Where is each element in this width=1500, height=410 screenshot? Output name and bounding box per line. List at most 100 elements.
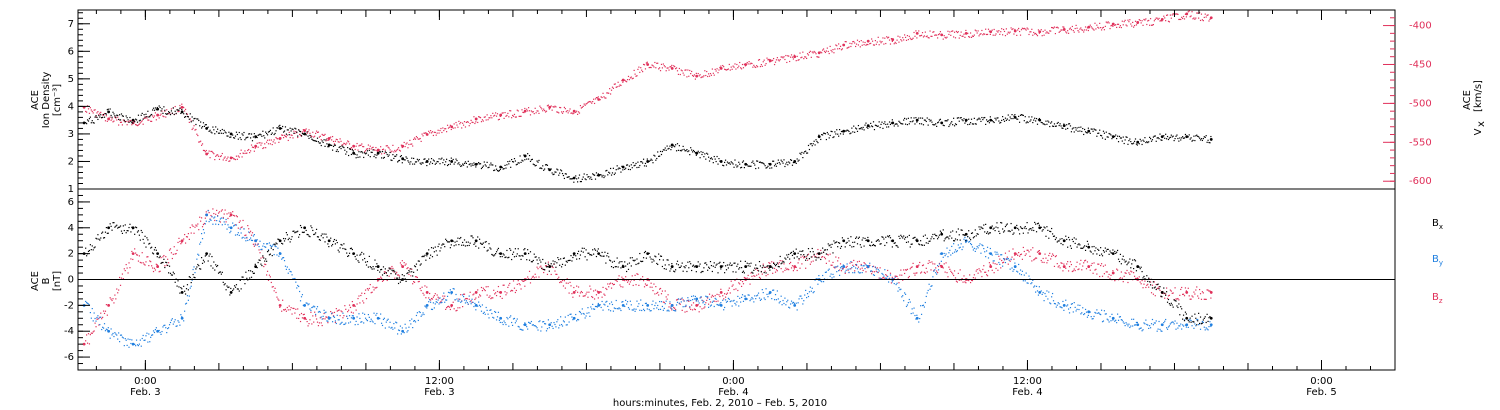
sample-by [274, 245, 276, 247]
sample-vx [855, 45, 857, 48]
sample-vx [890, 38, 893, 40]
sample-bx [166, 262, 168, 264]
sample-vx [568, 110, 570, 112]
sample-density [1044, 124, 1046, 126]
sample-by [495, 311, 497, 313]
sample-density [1191, 140, 1193, 142]
sample-by [1201, 320, 1204, 323]
sample-density [878, 121, 880, 123]
sample-density [854, 131, 856, 133]
sample-density [642, 162, 644, 164]
sample-by [682, 306, 684, 308]
sample-by [257, 243, 259, 245]
sample-density [439, 163, 441, 165]
sample-vx [418, 138, 420, 140]
sample-density [560, 170, 563, 172]
sample-density [429, 161, 432, 163]
sample-bz [297, 308, 299, 310]
sample-by [619, 308, 621, 310]
sample-density [1024, 116, 1026, 118]
sample-bz [380, 277, 383, 279]
data-point-bx [523, 252, 527, 256]
sample-vx [1188, 10, 1190, 12]
sample-bz [150, 261, 152, 263]
sample-vx [852, 41, 854, 43]
sample-bz [441, 299, 443, 301]
sample-bz [1027, 249, 1029, 251]
sample-vx [397, 147, 400, 149]
sample-density [106, 109, 108, 111]
sample-bz [635, 284, 637, 286]
sample-vx [268, 139, 271, 141]
sample-vx [1196, 12, 1198, 14]
sample-density [692, 149, 695, 152]
sample-density [120, 113, 123, 115]
sample-vx [827, 50, 829, 53]
sample-density [627, 168, 630, 171]
sample-by [660, 301, 663, 303]
sample-by [906, 304, 909, 306]
sample-bx [224, 283, 226, 285]
sample-bz [847, 269, 849, 271]
sample-by [994, 251, 996, 253]
sample-vx [266, 141, 268, 143]
sample-density [857, 124, 860, 127]
sample-bz [657, 291, 659, 293]
sample-by [708, 298, 711, 301]
sample-bz [975, 270, 977, 272]
sample-vx [1067, 32, 1070, 34]
sample-bz [315, 315, 317, 317]
sample-by [338, 319, 340, 321]
sample-density [1011, 114, 1013, 116]
sample-bz [572, 296, 574, 298]
sample-vx [813, 50, 815, 53]
sample-by [345, 322, 347, 324]
sample-bz [269, 276, 271, 278]
sample-by [1125, 322, 1127, 324]
sample-vx [691, 70, 693, 73]
sample-vx [1190, 15, 1192, 17]
sample-by [263, 243, 265, 245]
sample-vx [1135, 24, 1138, 26]
sample-bz [230, 212, 232, 214]
sample-by [860, 264, 862, 267]
sample-bz [1063, 263, 1065, 265]
sample-bz [948, 266, 950, 268]
sample-density [453, 163, 455, 165]
sample-bz [212, 208, 214, 210]
sample-bz [534, 273, 536, 275]
sample-by [1142, 329, 1144, 331]
sample-bz [376, 286, 378, 288]
sample-bz [421, 286, 423, 288]
sample-vx [489, 117, 491, 119]
sample-vx [905, 39, 908, 41]
sample-density [1129, 138, 1131, 140]
sample-by [1051, 292, 1054, 295]
sample-density [122, 115, 124, 117]
sample-bz [740, 279, 742, 281]
sample-density [88, 118, 91, 120]
sample-density [980, 120, 982, 123]
sample-vx [1067, 30, 1069, 32]
sample-vx [648, 66, 650, 69]
sample-bz [654, 293, 656, 295]
sample-vx [779, 59, 781, 61]
sample-vx [1022, 28, 1024, 30]
data-point-by [1038, 291, 1042, 294]
sample-density [354, 153, 356, 155]
sample-by [1018, 263, 1020, 266]
sample-by [833, 276, 835, 278]
sample-bz [520, 288, 522, 290]
sample-by [395, 321, 397, 323]
sample-density [127, 119, 129, 121]
sample-by [187, 299, 189, 301]
sample-density [445, 161, 447, 163]
sample-bz [512, 280, 515, 282]
sample-density [393, 157, 395, 160]
sample-density [350, 153, 353, 156]
sample-by [955, 251, 958, 253]
sample-density [1151, 139, 1154, 141]
sample-bz [194, 226, 196, 228]
sample-vx [452, 127, 454, 129]
sample-by [1194, 323, 1196, 325]
